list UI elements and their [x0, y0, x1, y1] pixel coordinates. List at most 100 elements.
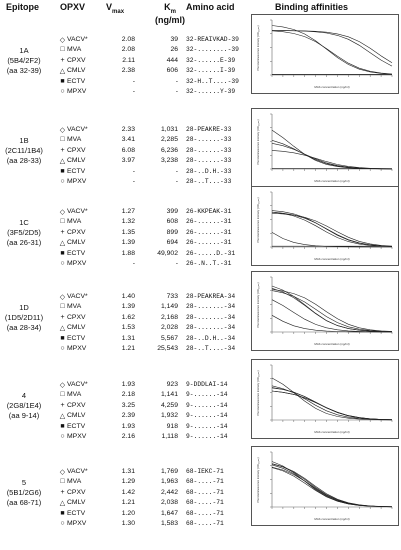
marker-filled_square-icon: ■ — [60, 167, 65, 175]
vmax-value: 1.93 — [121, 381, 135, 388]
vmax-value: 1.39 — [121, 303, 135, 311]
curve-cpxv — [271, 461, 393, 508]
amino-acid-sequence: 68-....-71 — [186, 519, 224, 527]
marker-triangle-icon: △ — [59, 500, 66, 508]
x-axis-label: MAb concentration (ng/ml) — [314, 85, 349, 89]
amino-acid-sequence: 68-....-71 — [186, 509, 224, 517]
km-value: 918 — [166, 422, 178, 430]
marker-circle-icon: ○ — [60, 87, 65, 95]
curve-mpxv — [271, 387, 393, 420]
vmax-value: 1.39 — [121, 239, 135, 247]
amino-acid-sequence: 26-KKPEAK-31 — [186, 208, 232, 215]
vmax-value: 1.35 — [121, 228, 135, 236]
vmax-value: 3.25 — [121, 401, 135, 409]
virus-name: MPXV — [67, 344, 87, 352]
epitope-label: 1D (1D5/2D11) (aa 28-34) — [0, 303, 48, 333]
km-value: 2,168 — [160, 313, 178, 321]
vmax-value: 1.93 — [121, 422, 135, 430]
km-value: 1,769 — [160, 468, 178, 475]
amino-acid-sequence: 26-......-31 — [186, 218, 232, 226]
binding-plot-svg: Photoluminescence intensity (OD₄₅₀ₙₘ) MAb… — [256, 113, 393, 183]
vmax-value: - — [132, 87, 135, 95]
x-axis-label: MAb concentration (ng/ml) — [314, 517, 349, 521]
marker-plus-icon: + — [60, 488, 65, 496]
marker-triangle-icon: △ — [59, 413, 66, 421]
amino-acid-sequence: 9-......-14 — [186, 401, 228, 409]
x-axis-label: MAb concentration (ng/ml) — [314, 257, 349, 261]
marker-filled_square-icon: ■ — [60, 249, 65, 257]
epitope-mabs: (5B1/2G6) — [6, 488, 42, 497]
amino-acid-sequence: 9-......-14 — [186, 412, 228, 420]
binding-affinity-plot: Photoluminescence intensity (OD₄₅₀ₙₘ) MAb… — [251, 446, 399, 526]
virus-name: VACV* — [67, 126, 88, 133]
km-value: 2,028 — [160, 324, 178, 332]
curve-cpxv — [271, 211, 393, 247]
vmax-value: 1.31 — [121, 334, 135, 342]
curve-mpxv — [271, 315, 392, 333]
marker-diamond-icon: ◇ — [59, 209, 66, 216]
amino-acid-sequence: 28-..T...-33 — [186, 177, 232, 185]
km-value: - — [175, 87, 178, 95]
curve-ectv — [271, 466, 393, 507]
curve-cmlv — [271, 467, 393, 508]
marker-triangle-icon: △ — [59, 158, 66, 166]
virus-name: CMLV — [67, 499, 86, 507]
amino-acid-sequence: 32-REAIVKAD-39 — [186, 36, 239, 43]
curve-ectv — [271, 390, 393, 420]
curve-cpxv — [271, 377, 393, 421]
marker-circle-icon: ○ — [60, 432, 65, 440]
vmax-value: 1.42 — [121, 488, 135, 496]
marker-diamond-icon: ◇ — [59, 294, 66, 301]
vmax-value: 1.32 — [121, 218, 135, 226]
virus-name: MVA — [67, 478, 82, 486]
curve-mva — [272, 30, 393, 64]
virus-name: MVA — [67, 391, 82, 399]
marker-plus-icon: + — [60, 401, 65, 409]
header-binding-affinities: Binding affinities — [275, 2, 348, 12]
km-value: - — [175, 177, 178, 185]
binding-plot-svg: Photoluminescence intensity (OD₄₅₀ₙₘ) MAb… — [256, 364, 393, 434]
curve-cmlv — [271, 385, 393, 421]
virus-name: VACV* — [67, 293, 88, 300]
km-value: 1,141 — [160, 391, 178, 399]
vmax-value: 1.21 — [121, 344, 135, 352]
epitope-mabs: (5B4/2F2) — [7, 56, 41, 65]
virus-name: MVA — [67, 303, 82, 311]
amino-acid-sequence: 28-.......-34 — [186, 313, 236, 321]
amino-acid-sequence: 28-.......-34 — [186, 324, 236, 332]
curve-cpxv — [271, 30, 393, 75]
binding-plot-svg: Photoluminescence intensity (OD₄₅₀ₙₘ) MAb… — [256, 19, 393, 89]
vmax-value: 1.53 — [121, 324, 135, 332]
virus-name: MPXV — [67, 87, 87, 95]
km-value: 444 — [166, 56, 178, 64]
virus-name: MVA — [67, 136, 82, 144]
virus-name: CMLV — [67, 67, 86, 75]
marker-diamond-icon: ◇ — [59, 127, 66, 134]
amino-acid-sequence: 32-......E-39 — [186, 56, 236, 64]
km-value: 1,031 — [160, 126, 178, 133]
km-value: 1,647 — [160, 509, 178, 517]
vmax-value: 1.88 — [121, 249, 135, 257]
amino-acid-sequence: 9-......-14 — [186, 391, 228, 399]
virus-name: MVA — [67, 218, 82, 226]
vmax-value: 2.18 — [121, 391, 135, 399]
amino-acid-sequence: 68-....-71 — [186, 478, 224, 486]
virus-name: VACV* — [67, 36, 88, 43]
km-value: 3,238 — [160, 157, 178, 165]
header-epitope: Epitope — [6, 2, 39, 12]
curve-vacv — [271, 30, 393, 67]
marker-circle-icon: ○ — [60, 177, 65, 185]
km-value: 25,543 — [157, 344, 178, 352]
virus-name: VACV* — [67, 208, 88, 215]
marker-triangle-icon: △ — [59, 240, 66, 248]
virus-name: MVA — [67, 46, 82, 54]
amino-acid-sequence: 68-....-71 — [186, 499, 224, 507]
marker-square-icon: □ — [60, 391, 65, 399]
amino-acid-sequence: 9-DDDLAI-14 — [186, 381, 228, 388]
marker-circle-icon: ○ — [60, 259, 65, 267]
km-value: - — [175, 259, 178, 267]
virus-name: MPXV — [67, 519, 87, 527]
vmax-value: 2.16 — [121, 432, 135, 440]
curve-mva — [271, 290, 393, 332]
